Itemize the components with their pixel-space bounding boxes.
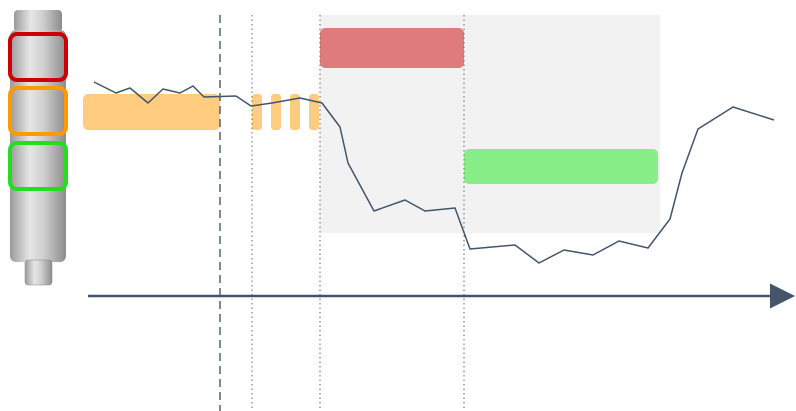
orange-blink (252, 94, 262, 130)
page (0, 0, 796, 411)
diagram (0, 0, 796, 411)
orange-blink (309, 94, 319, 130)
tower-body (10, 30, 66, 262)
tower-connector (25, 260, 52, 285)
red-bar (320, 28, 464, 68)
green-bar (464, 149, 658, 184)
orange-blink (271, 94, 281, 130)
tower-cap (14, 10, 62, 32)
signal-tower (10, 10, 66, 285)
